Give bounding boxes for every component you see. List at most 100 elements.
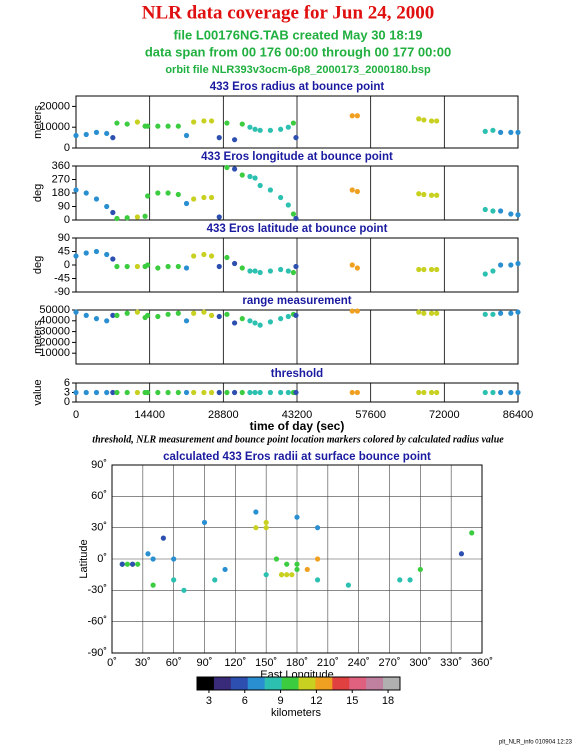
data-point bbox=[278, 572, 285, 578]
data-point bbox=[145, 389, 151, 396]
data-point bbox=[284, 561, 290, 567]
data-point bbox=[469, 530, 475, 536]
data-point bbox=[490, 389, 496, 396]
data-point bbox=[508, 389, 514, 396]
data-point bbox=[354, 389, 360, 396]
data-point bbox=[134, 119, 140, 125]
x-tick-label: 300˚ bbox=[409, 657, 431, 669]
data-point bbox=[345, 582, 351, 588]
x-tick-label: 120˚ bbox=[224, 657, 246, 669]
data-point bbox=[273, 556, 280, 562]
data-point bbox=[155, 389, 161, 396]
data-point bbox=[294, 561, 300, 567]
data-point bbox=[428, 389, 435, 396]
data-point bbox=[73, 389, 79, 396]
x-tick-label: 180˚ bbox=[286, 657, 308, 669]
data-point bbox=[216, 263, 222, 270]
y-tick-label: 0 bbox=[64, 396, 70, 408]
data-point bbox=[498, 262, 504, 268]
data-point bbox=[201, 118, 207, 124]
data-point bbox=[490, 208, 496, 214]
data-point bbox=[142, 213, 148, 219]
data-point bbox=[110, 312, 116, 318]
plot-frame bbox=[75, 309, 519, 365]
data-point bbox=[267, 319, 273, 325]
data-point bbox=[231, 137, 238, 143]
data-point bbox=[421, 191, 427, 198]
data-point bbox=[349, 308, 355, 314]
x-tick-label: 72000 bbox=[429, 409, 460, 421]
y-axis-label: value bbox=[32, 379, 44, 405]
data-point bbox=[171, 577, 177, 583]
data-point bbox=[293, 389, 299, 396]
data-point bbox=[257, 269, 263, 276]
data-point bbox=[482, 128, 488, 134]
x-tick-label: 360˚ bbox=[471, 657, 493, 669]
colorbar-swatch bbox=[332, 677, 350, 690]
data-point bbox=[293, 135, 299, 141]
data-point bbox=[290, 211, 297, 217]
data-point bbox=[267, 127, 273, 133]
data-point bbox=[208, 194, 215, 201]
data-point bbox=[354, 113, 360, 119]
data-point bbox=[421, 389, 427, 396]
data-point bbox=[201, 194, 207, 201]
data-point bbox=[314, 525, 321, 531]
data-point bbox=[83, 312, 89, 318]
data-point bbox=[150, 556, 156, 562]
data-point bbox=[239, 316, 245, 322]
x-tick-label: 0 bbox=[73, 409, 79, 421]
data-point bbox=[135, 561, 141, 567]
y-tick-label: 40000 bbox=[39, 315, 70, 327]
colorbar-frame bbox=[196, 676, 401, 691]
data-point bbox=[421, 117, 427, 123]
data-point bbox=[201, 251, 207, 258]
x-tick-label: 240˚ bbox=[348, 657, 370, 669]
data-point bbox=[224, 389, 230, 396]
data-point bbox=[134, 389, 140, 396]
data-point bbox=[257, 322, 263, 328]
colorbar-swatch bbox=[366, 677, 384, 690]
data-point bbox=[191, 310, 197, 316]
data-point bbox=[124, 215, 130, 221]
data-point bbox=[183, 389, 190, 396]
data-point bbox=[114, 389, 120, 396]
data-point bbox=[231, 260, 238, 267]
data-point bbox=[114, 215, 120, 222]
data-point bbox=[129, 561, 136, 567]
data-point bbox=[150, 582, 156, 588]
data-point bbox=[175, 123, 181, 129]
data-point bbox=[416, 309, 422, 315]
y-tick-label: 0 bbox=[64, 142, 70, 154]
data-point bbox=[515, 129, 521, 135]
data-point bbox=[498, 310, 504, 316]
data-point bbox=[191, 196, 197, 202]
colorbar-tick-label: 6 bbox=[242, 695, 248, 707]
data-point bbox=[294, 566, 300, 573]
data-point bbox=[239, 389, 245, 396]
y-tick-label: -30˚ bbox=[87, 584, 107, 596]
data-point bbox=[416, 116, 422, 122]
data-point bbox=[191, 389, 197, 396]
data-point bbox=[247, 389, 253, 396]
data-point bbox=[278, 389, 284, 396]
data-point bbox=[285, 268, 291, 274]
data-point bbox=[124, 561, 131, 567]
data-point bbox=[93, 389, 100, 396]
header-line: orbit file NLR393v3ocm-6p8_2000173_20001… bbox=[165, 64, 431, 76]
data-point bbox=[498, 129, 504, 135]
data-point bbox=[482, 389, 488, 396]
data-point bbox=[354, 265, 360, 271]
data-point bbox=[160, 535, 166, 541]
data-point bbox=[285, 313, 291, 320]
data-point bbox=[247, 173, 253, 180]
data-point bbox=[293, 215, 299, 222]
x-tick-label: 57600 bbox=[355, 409, 386, 421]
data-point bbox=[278, 126, 284, 132]
data-point bbox=[93, 316, 100, 322]
data-point bbox=[257, 182, 263, 189]
data-point bbox=[247, 124, 253, 130]
data-point bbox=[183, 265, 190, 271]
data-point bbox=[263, 525, 269, 531]
